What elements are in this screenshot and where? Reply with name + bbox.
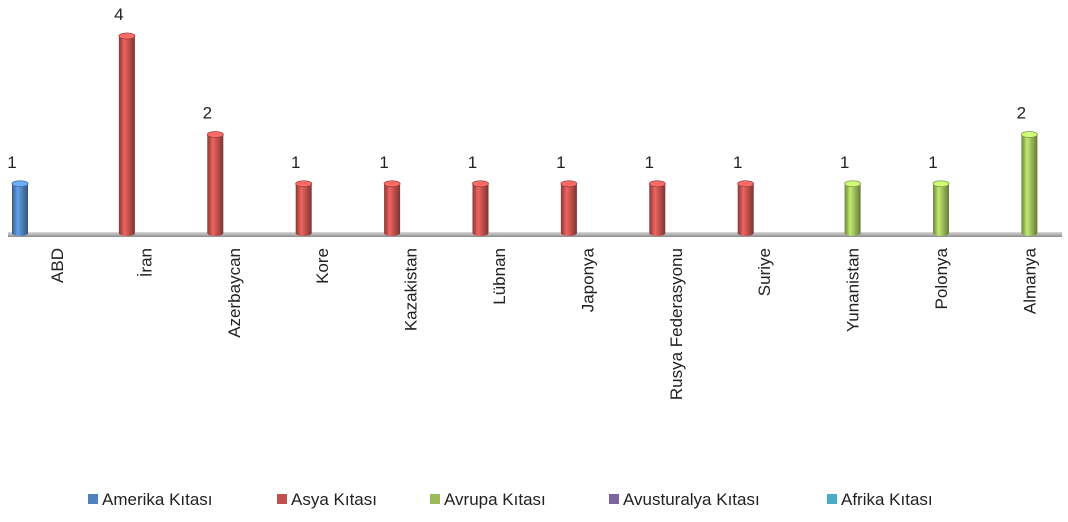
x-tick-label: ABD — [48, 248, 67, 283]
bar-top — [648, 180, 666, 188]
data-label: 1 — [645, 153, 654, 172]
x-tick-label: Azerbaycan — [225, 248, 244, 338]
x-tick-label: Lübnan — [490, 248, 509, 305]
bar — [1021, 134, 1038, 237]
data-label: 2 — [203, 104, 212, 123]
legend-label: Asya Kıtası — [291, 490, 377, 509]
bar — [118, 36, 135, 236]
data-label: 1 — [7, 153, 16, 172]
bar-top — [206, 131, 224, 138]
bar — [933, 183, 949, 236]
data-label: 1 — [291, 153, 300, 172]
bar-top — [11, 180, 29, 188]
bar-top — [737, 180, 755, 188]
bar-top — [844, 180, 861, 188]
x-tick-label: Almanya — [1020, 247, 1039, 314]
data-label: 1 — [928, 153, 937, 172]
bar-top — [118, 32, 136, 40]
x-tick-label: Kazakistan — [402, 248, 421, 331]
bar — [295, 183, 312, 237]
bar — [12, 183, 28, 236]
data-label: 1 — [733, 153, 742, 172]
x-tick-label: Rusya Federasyonu — [667, 248, 686, 400]
legend-label: Afrika Kıtası — [841, 490, 933, 509]
legend-swatch — [609, 494, 619, 504]
x-tick-label: Japonya — [578, 247, 597, 312]
bar — [649, 183, 666, 237]
legend-swatch — [277, 494, 287, 504]
x-tick-label: Kore — [313, 248, 332, 284]
bar-top — [560, 180, 578, 188]
legend-label: Avrupa Kıtası — [444, 490, 546, 509]
legend-swatch — [430, 494, 440, 504]
data-label: 1 — [556, 153, 565, 172]
data-label: 1 — [840, 153, 849, 172]
bar — [844, 183, 861, 237]
data-label: 4 — [114, 5, 123, 24]
legend-label: Avusturalya Kıtası — [623, 490, 760, 509]
x-tick-label: Suriye — [755, 248, 774, 296]
bar — [207, 134, 224, 237]
data-label: 1 — [468, 153, 477, 172]
bar-top — [295, 180, 313, 188]
x-tick-label: İran — [136, 248, 155, 277]
bar-top — [1021, 131, 1038, 138]
legend-swatch — [88, 494, 98, 504]
floor — [8, 232, 1062, 237]
x-tick-label: Polonya — [932, 247, 951, 309]
legend-label: Amerika Kıtası — [102, 490, 213, 509]
bar — [737, 183, 754, 237]
x-tick-label: Yunanistan — [844, 248, 863, 332]
data-label: 1 — [379, 153, 388, 172]
bar-top — [472, 180, 489, 188]
bar-top — [932, 180, 950, 188]
data-label: 2 — [1017, 104, 1026, 123]
bar — [560, 183, 577, 237]
legend-swatch — [827, 494, 837, 504]
bar — [384, 183, 401, 237]
bar — [472, 183, 489, 237]
bar-top — [383, 180, 401, 188]
